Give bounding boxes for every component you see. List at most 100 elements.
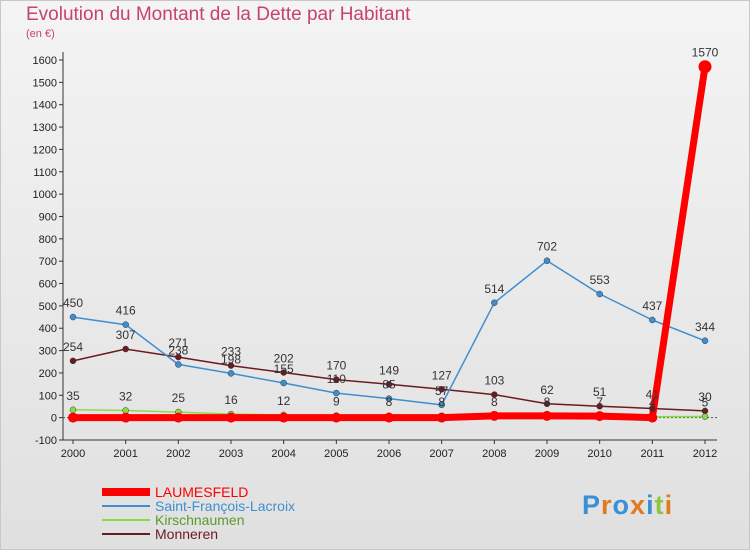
data-label: 30 [698,390,712,404]
data-point [280,369,287,376]
x-tick-label: 2008 [482,448,506,460]
y-tick-label: 300 [39,346,57,358]
x-tick-label: 2006 [377,448,401,460]
y-tick-label: 200 [39,368,57,380]
data-point [333,376,340,383]
data-label: 85 [382,378,396,392]
y-tick-label: 600 [39,279,57,291]
data-label: 32 [119,389,133,403]
proxiti-logo: Proxiti [582,490,674,520]
data-point [227,370,235,377]
data-point [649,316,656,324]
data-point [175,353,182,361]
data-point [69,406,77,414]
axes: -100 0 100 200 300 400 500 600 700 800 900 1000 1100… [33,52,717,460]
y-tick-label: 100 [39,390,57,402]
data-point [491,391,498,398]
data-point [543,400,551,408]
data-label: 155 [274,362,294,376]
data-label: 198 [221,352,241,366]
y-tick-label: 1100 [33,167,57,179]
data-point [122,345,129,353]
data-label: 271 [168,336,188,350]
data-label: 8 [386,395,393,409]
data-point [701,413,709,420]
y-tick-label: -100 [35,435,57,447]
data-point [68,412,78,423]
data-label: 41 [646,387,660,401]
y-tick-label: 0 [51,413,57,425]
x-tick-label: 2003 [219,448,243,460]
data-label: 25 [172,391,186,405]
chart-title: Evolution du Montant de la Dette par Hab… [26,4,411,25]
data-point [594,411,605,422]
x-tick-label: 2009 [535,448,559,460]
chart-subtitle: (en €) [26,28,55,40]
y-tick-label: 700 [39,256,57,268]
data-point [438,386,445,393]
data-point [596,290,603,298]
legend-label: Saint-François-Lacroix [155,498,295,514]
data-point [701,337,709,345]
data-label: 5 [702,396,709,410]
data-point [69,313,77,321]
data-point [491,299,498,307]
x-tick-label: 2004 [271,448,295,460]
y-tick-label: 1000 [33,189,57,201]
y-tick-label: 1400 [33,100,57,112]
data-label: 1570 [692,46,719,60]
data-point [278,412,289,423]
y-tick-label: 500 [39,301,57,313]
data-point [333,389,340,397]
data-label: 233 [221,345,241,359]
data-label: 103 [484,374,504,388]
data-point [175,361,182,368]
data-point [120,412,131,423]
data-label: 307 [116,328,136,342]
data-point [385,395,393,402]
data-label: 110 [327,372,346,386]
data-point [384,412,394,423]
data-point [543,257,551,264]
data-point [438,401,445,409]
data-label: 57 [435,384,449,398]
legend-label: Monneren [155,526,218,542]
data-label: 437 [642,299,662,313]
data-label: 51 [593,385,607,399]
data-point [542,410,552,421]
data-point [280,379,287,387]
data-label: 12 [277,394,291,408]
data-label: 149 [379,363,399,377]
y-tick-label: 800 [39,234,57,246]
data-label: 553 [590,273,610,287]
data-label: 62 [540,383,554,397]
data-point [489,410,500,421]
data-label: 127 [432,368,452,382]
data-label: 35 [66,389,80,403]
data-point [331,412,342,423]
data-label: 416 [116,304,136,318]
data-point [226,412,236,423]
x-tick-label: 2007 [429,448,453,460]
data-point [596,402,603,410]
data-label: 7 [596,395,603,409]
data-label: 8 [491,395,498,409]
x-tick-label: 2002 [166,448,190,460]
legend-label: Kirschnaumen [155,512,245,528]
x-tick-label: 2001 [113,448,137,460]
data-label: 254 [63,340,83,354]
data-point [173,412,184,423]
legend: LAUMESFELDSaint-François-LacroixKirschna… [102,484,295,542]
data-label: 702 [537,240,557,254]
data-point [122,407,129,414]
data-point [436,412,447,423]
data-point [122,321,129,328]
y-tick-label: 1500 [33,77,57,89]
data-label: 8 [438,395,445,409]
data-point [698,60,712,74]
data-label: 344 [695,320,715,334]
data-label: 238 [168,343,188,357]
x-tick-label: 2010 [587,448,611,460]
